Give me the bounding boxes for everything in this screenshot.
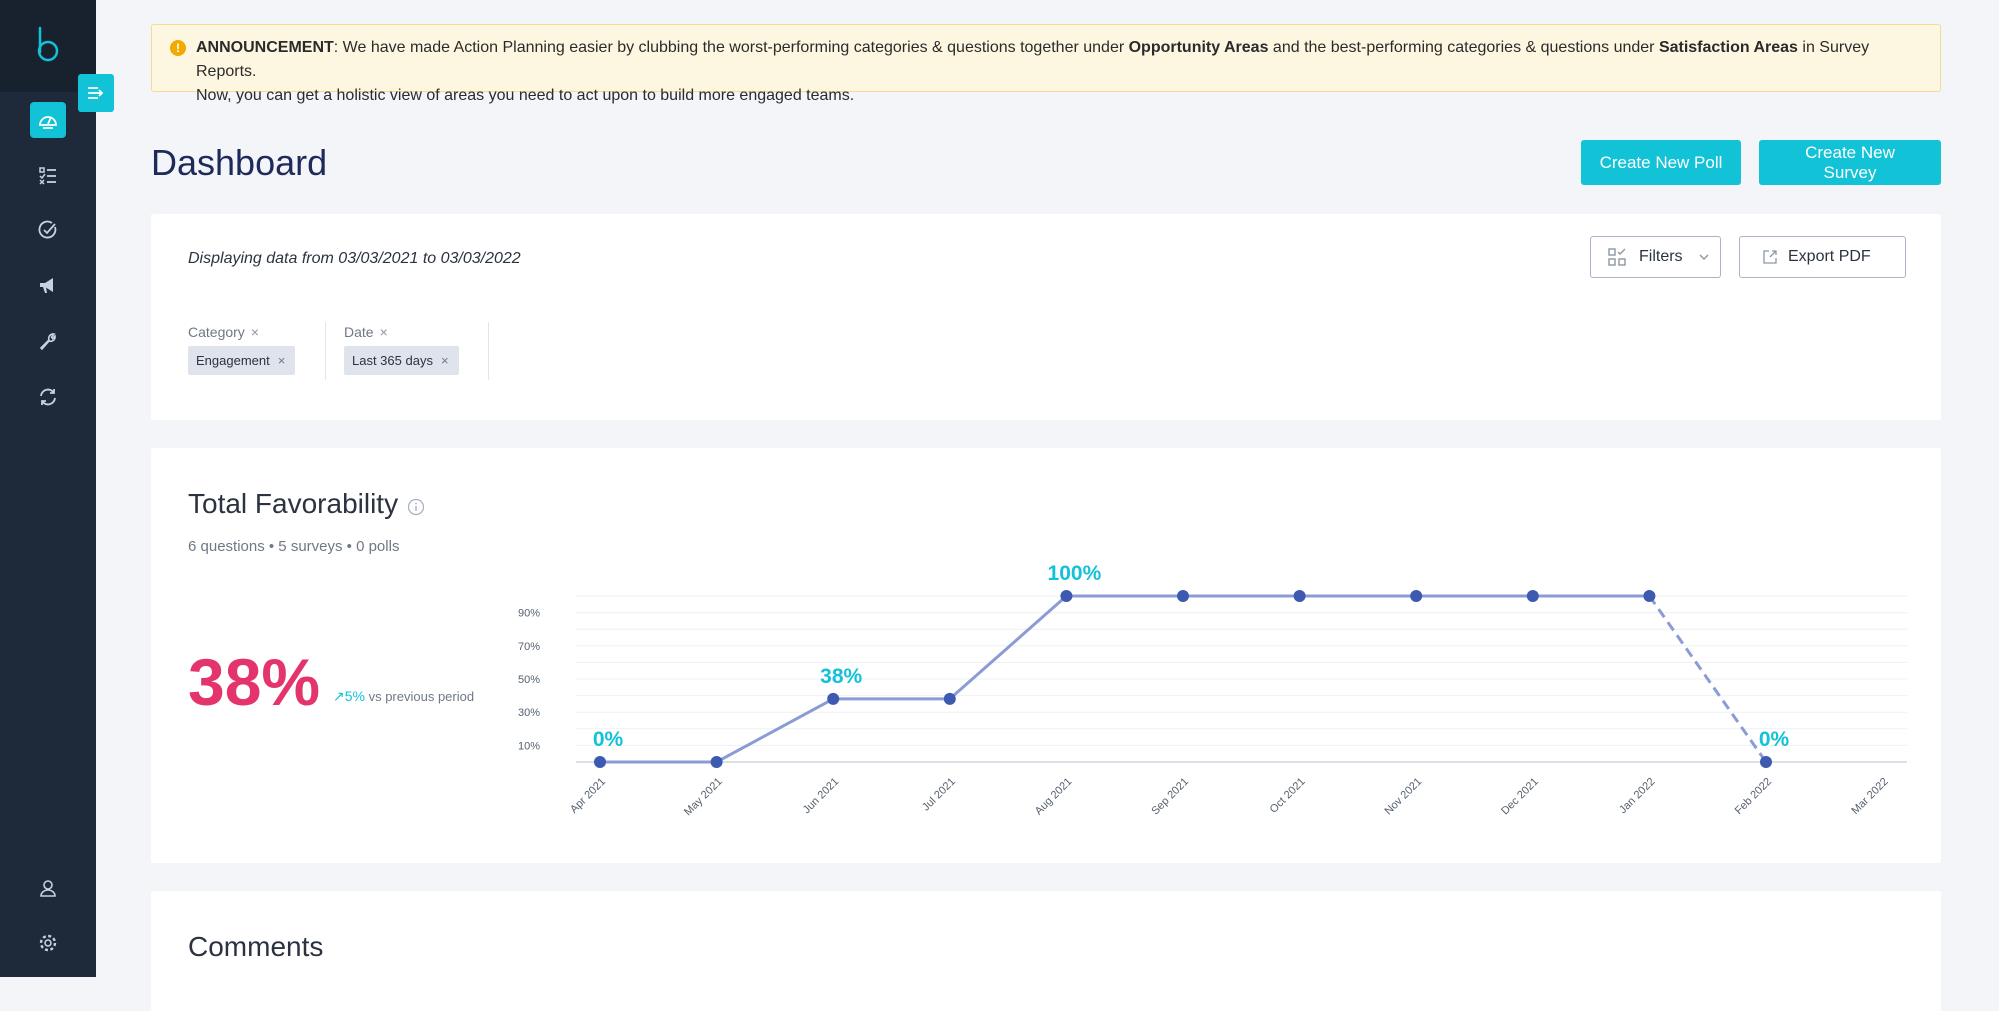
announcement-text-3: in Survey Reports.: [196, 39, 1870, 80]
favorability-delta: ↗5% vs previous period: [333, 688, 474, 705]
data-point: [943, 692, 956, 705]
x-tick-label: Mar 2022: [1849, 776, 1890, 817]
data-point: [1177, 590, 1189, 602]
nav-settings-icon[interactable]: [30, 925, 66, 961]
filter-chip-date: Last 365 days ×: [344, 346, 459, 375]
divider: [488, 322, 489, 380]
series-line: [948, 594, 1068, 701]
x-tick-label: Oct 2021: [1268, 776, 1308, 816]
favorability-subtitle: 6 questions • 5 surveys • 0 polls: [188, 538, 400, 555]
announcement-text-2: and the best-performing categories & que…: [1268, 39, 1659, 56]
divider: [325, 322, 326, 380]
sidebar-header: [0, 0, 96, 92]
nav-dashboard-icon[interactable]: [30, 102, 66, 138]
nav-wrench-icon[interactable]: [30, 323, 66, 359]
y-tick-label: 30%: [518, 707, 540, 719]
export-pdf-button[interactable]: Export PDF: [1739, 236, 1906, 278]
y-tick-label: 70%: [518, 641, 540, 653]
announcement-text: : We have made Action Planning easier by…: [333, 39, 1129, 56]
data-label: 0%: [593, 728, 624, 751]
y-tick-label: 50%: [518, 674, 540, 686]
nav-checklist-icon[interactable]: [30, 157, 66, 193]
filters-button[interactable]: Filters: [1590, 236, 1721, 278]
close-icon[interactable]: ×: [379, 324, 388, 340]
trend-up-icon: ↗: [333, 688, 345, 704]
close-icon[interactable]: ×: [440, 353, 449, 368]
chip-label: Engagement: [196, 353, 270, 368]
data-point: [710, 756, 723, 768]
filter-label-category: Category ×: [188, 324, 295, 340]
warning-icon: [170, 40, 186, 56]
export-pdf-label: Export PDF: [1788, 248, 1871, 265]
x-tick-label: Jun 2021: [801, 776, 841, 816]
data-label: 0%: [1759, 728, 1790, 751]
create-new-poll-button[interactable]: Create New Poll: [1581, 140, 1741, 185]
filters-label: Filters: [1639, 248, 1683, 265]
filter-chip-category: Engagement ×: [188, 346, 296, 375]
x-tick-label: Apr 2021: [568, 776, 608, 816]
announcement-label: ANNOUNCEMENT: [196, 39, 334, 56]
data-label: 38%: [820, 665, 862, 688]
announcement-line-2: Now, you can get a holistic view of area…: [196, 87, 855, 104]
announcement-banner: ANNOUNCEMENT: We have made Action Planni…: [151, 24, 1941, 104]
nav-check-circle-icon[interactable]: [30, 212, 66, 248]
page-title: Dashboard: [151, 142, 328, 183]
x-tick-label: May 2021: [682, 776, 725, 819]
chevron-down-icon: [1699, 254, 1709, 260]
y-tick-label: 10%: [518, 740, 540, 752]
announcement-satisfaction: Satisfaction Areas: [1658, 39, 1798, 56]
series-line: [715, 697, 834, 764]
data-point: [594, 756, 606, 768]
date-range-text: Displaying data from 03/03/2021 to 03/03…: [188, 250, 521, 267]
favorability-chart: 10% 30% 50% 70% 90% Apr 2021 May 2021 Jun 2021 J…: [518, 562, 1907, 819]
x-tick-label: Sep 2021: [1149, 776, 1191, 818]
filter-label-text: Category: [188, 324, 245, 340]
data-point: [1293, 590, 1306, 602]
chip-label: Last 365 days: [352, 353, 433, 368]
favorability-value: 38%: [188, 645, 321, 719]
data-point: [1526, 590, 1539, 602]
close-icon[interactable]: ×: [277, 353, 286, 368]
close-icon[interactable]: ×: [250, 324, 259, 340]
comments-card: Comments: [151, 891, 1941, 1011]
favorability-title: Total Favorability: [188, 488, 399, 519]
x-tick-label: Feb 2022: [1733, 776, 1774, 817]
data-point: [1060, 590, 1073, 602]
collapse-arrow-icon: [88, 87, 104, 99]
series-line: [1648, 595, 1768, 763]
filter-grid-icon: [1608, 248, 1626, 266]
data-point: [827, 692, 840, 705]
x-tick-label: Jan 2022: [1617, 776, 1657, 816]
data-point: [1643, 590, 1656, 602]
nav-megaphone-icon[interactable]: [30, 267, 66, 303]
x-tick-label: Aug 2021: [1033, 776, 1075, 818]
filter-label-date: Date ×: [344, 324, 459, 340]
data-point: [1760, 756, 1772, 768]
filters-card: Displaying data from 03/03/2021 to 03/03…: [151, 214, 1941, 420]
x-tick-label: Dec 2021: [1499, 776, 1541, 818]
favorability-card: Total Favorability 6 questions • 5 surve…: [151, 448, 1941, 863]
sidebar-collapse-button[interactable]: [78, 74, 114, 112]
x-tick-label: Jul 2021: [920, 776, 958, 814]
filter-label-text: Date: [344, 324, 374, 340]
logo-icon[interactable]: [30, 24, 66, 64]
data-label: 100%: [1048, 562, 1102, 585]
nav-refresh-icon[interactable]: [30, 379, 66, 415]
comments-title: Comments: [188, 931, 324, 962]
sidebar: [0, 0, 96, 977]
info-icon[interactable]: [407, 498, 425, 516]
delta-text: vs previous period: [368, 689, 475, 704]
nav-user-icon[interactable]: [30, 870, 66, 906]
export-icon: [1763, 250, 1777, 264]
y-tick-label: 90%: [518, 608, 540, 620]
filter-group-date: Date × Last 365 days ×: [344, 324, 459, 375]
filter-group-category: Category × Engagement ×: [188, 324, 296, 375]
delta-value: 5%: [344, 688, 365, 704]
data-point: [1410, 590, 1423, 602]
announcement-opportunity: Opportunity Areas: [1128, 39, 1269, 56]
create-new-survey-button[interactable]: Create New Survey: [1759, 140, 1941, 185]
x-tick-label: Nov 2021: [1383, 776, 1425, 818]
